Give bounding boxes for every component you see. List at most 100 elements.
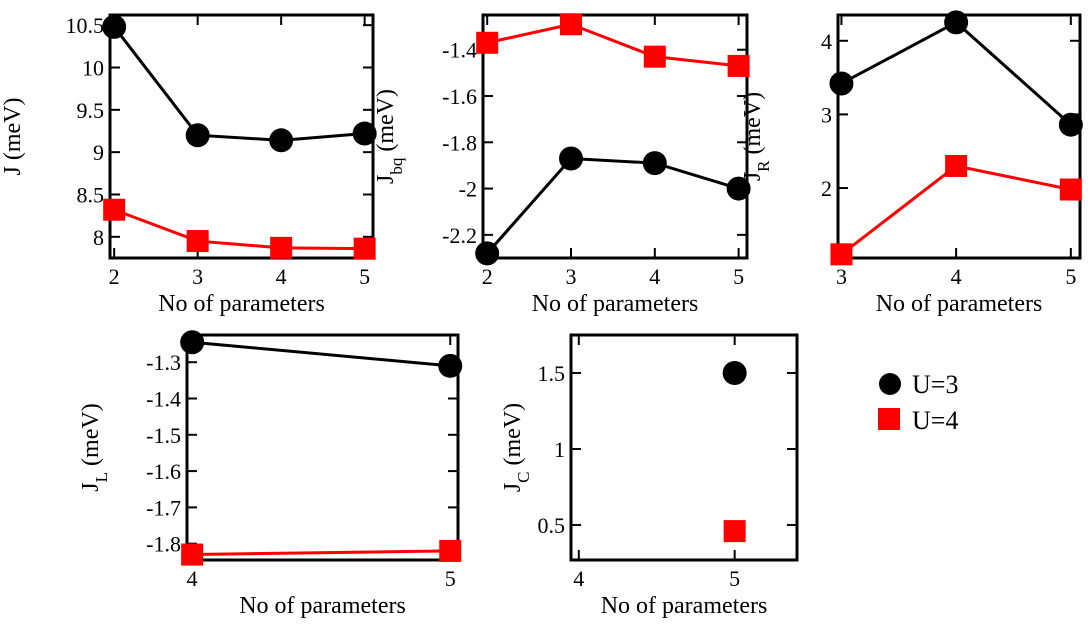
- legend-marker-u4: [878, 408, 900, 430]
- point-u3: [642, 151, 667, 176]
- series-line-u3: [192, 340, 451, 368]
- point-u3: [352, 121, 377, 146]
- series-line-u3: [112, 25, 365, 142]
- point-u3: [829, 71, 854, 96]
- y-axis-title: Jbq (meV): [373, 89, 406, 184]
- panel-1: 2 3 4 5 10.5 10 9.5 9 8.5 8 No of parameters J (meV): [0, 13, 377, 317]
- legend-label-u4: U=4: [912, 406, 958, 435]
- y-tick-label: -1.7: [146, 495, 181, 520]
- point-u4: [181, 543, 204, 566]
- point-u3: [1058, 112, 1083, 137]
- x-tick-label: 5: [359, 264, 370, 289]
- y-tick-label: 8: [93, 225, 104, 250]
- y-tick-label: -1.4: [146, 387, 181, 412]
- y-tick-label: 2: [821, 176, 832, 201]
- point-u3: [475, 241, 500, 266]
- point-u4: [353, 237, 376, 260]
- series-line-u3: [840, 20, 1072, 126]
- point-u4: [945, 154, 968, 177]
- point-u4: [103, 198, 126, 221]
- y-tick-label: -1.3: [146, 350, 181, 375]
- x-axis-title: No of parameters: [239, 593, 406, 619]
- y-tick-label: 0.5: [538, 513, 566, 538]
- y-axis-title-subscript: bq: [387, 157, 406, 175]
- series-line-u4: [113, 208, 365, 251]
- point-u4: [186, 230, 209, 253]
- y-axis-title-main: J: [78, 482, 104, 491]
- y-tick-label: -1.6: [442, 84, 477, 109]
- series-line-u4: [486, 22, 739, 68]
- y-tick-label: 10.5: [66, 13, 105, 38]
- y-tick-label: -1.8: [146, 532, 181, 557]
- point-u4: [723, 520, 746, 543]
- point-u4: [560, 13, 582, 36]
- y-tick-label: -1.4: [442, 38, 477, 63]
- point-u3: [944, 10, 969, 35]
- y-tick-label: -2: [459, 177, 477, 202]
- panel-2: 2 3 4 5 -1.4 -1.6 -1.8 -2 -2.2 No of parameters Jb…: [373, 13, 751, 317]
- x-tick-label: 2: [482, 264, 493, 289]
- point-u4: [1059, 178, 1082, 201]
- y-axis-title-main: J: [0, 166, 26, 175]
- y-axis-title: JR (meV): [740, 92, 773, 181]
- plot-frame: [185, 333, 460, 562]
- point-u4: [727, 54, 750, 77]
- y-axis-title-unit: (meV): [740, 92, 766, 155]
- y-tick-label: -2.2: [442, 223, 477, 248]
- x-tick-label: 4: [649, 264, 660, 289]
- y-tick-label: 1.5: [538, 361, 566, 386]
- plot-frame: [569, 333, 799, 562]
- x-axis-title: No of parameters: [601, 593, 768, 619]
- legend-label-u3: U=3: [912, 370, 958, 399]
- plot-frame: [481, 13, 749, 260]
- x-tick-label: 5: [1065, 264, 1076, 289]
- y-axis-title-main: J: [740, 172, 766, 181]
- y-axis-title-unit: (meV): [0, 98, 26, 161]
- y-axis-title: J (meV): [0, 98, 26, 176]
- y-axis-title-unit: (meV): [500, 403, 526, 466]
- point-u4: [476, 31, 499, 54]
- y-axis-title-subscript: C: [514, 471, 533, 482]
- series-line-u4: [192, 549, 451, 557]
- y-axis-title-unit: (meV): [373, 89, 399, 152]
- x-tick-label: 4: [187, 566, 198, 591]
- y-tick-label: 4: [821, 29, 832, 54]
- y-tick-label: 8.5: [77, 182, 105, 207]
- plot-frame: [836, 13, 1082, 260]
- x-tick-label: 2: [109, 264, 120, 289]
- y-tick-label: 10: [82, 55, 104, 80]
- y-axis-title: JL (meV): [78, 403, 111, 491]
- panel-3: 3 4 5 4 3 2 No of parameters JR (meV): [740, 10, 1083, 317]
- panel-5: 4 5 1.5 1 0.5 No of parameters JC (meV): [500, 333, 799, 619]
- point-u3: [180, 330, 205, 355]
- x-tick-label: 4: [276, 264, 287, 289]
- x-tick-label: 5: [729, 566, 740, 591]
- y-axis-title-subscript: R: [754, 160, 773, 172]
- x-tick-label: 3: [566, 264, 577, 289]
- x-tick-label: 5: [733, 264, 744, 289]
- y-tick-label: 1: [554, 437, 565, 462]
- x-tick-label: 5: [445, 566, 456, 591]
- panel-4: 4 5 -1.3 -1.4 -1.5 -1.6 -1.7 -1.8 No of paramete…: [78, 330, 463, 619]
- y-axis-title-main: J: [500, 483, 526, 492]
- x-tick-label: 4: [951, 264, 962, 289]
- y-tick-label: -1.8: [442, 130, 477, 155]
- y-tick-label: -1.6: [146, 459, 181, 484]
- y-tick-label: 9.5: [77, 98, 105, 123]
- y-axis-title-unit: (meV): [78, 403, 104, 466]
- y-tick-label: -1.5: [146, 423, 181, 448]
- point-u4: [643, 45, 666, 68]
- y-axis-title: JC (meV): [500, 403, 533, 492]
- point-u4: [270, 236, 293, 259]
- legend: U=3 U=4: [878, 370, 958, 435]
- x-axis-title: No of parameters: [876, 291, 1043, 317]
- series-line-u4: [840, 164, 1072, 256]
- x-tick-label: 4: [573, 566, 584, 591]
- y-axis-title-subscript: L: [92, 472, 111, 482]
- point-u3: [269, 128, 294, 153]
- y-axis-title-main: J: [373, 175, 399, 184]
- series-line-u3: [486, 156, 740, 255]
- point-u3: [185, 123, 210, 148]
